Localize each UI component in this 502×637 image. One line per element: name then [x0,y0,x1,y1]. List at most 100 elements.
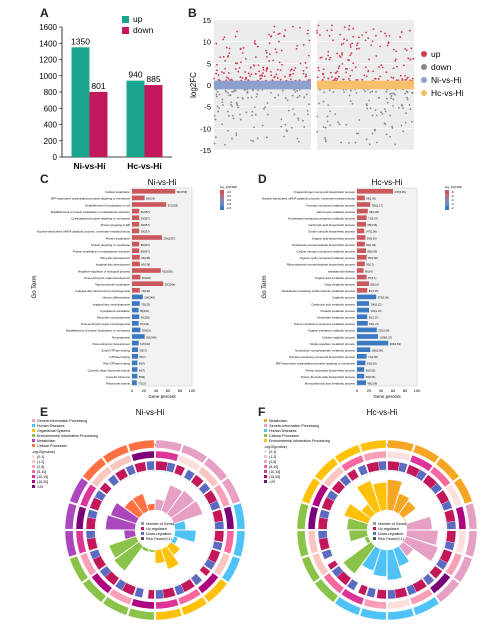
b-point [402,107,404,110]
b-point [296,96,299,99]
b-point [221,101,224,104]
go-term-label: Post-embryonic organ development [84,276,130,280]
b-point [402,130,405,133]
circ-p-label: (15,20] [37,480,48,484]
b-point [287,109,290,112]
b-point [277,94,280,96]
circ-down-segment [317,530,328,540]
circ-p-label: (0,1] [269,450,276,454]
circ-p-swatch [264,455,267,458]
circ-center-label: Rich Factor(0-1) [378,537,404,541]
b-point [323,91,326,94]
circ-center-swatch [373,537,376,540]
circ-center-label: Up-regulated [146,527,167,531]
b-point [384,123,387,126]
go-term-label: Carboxylic acid metabolic process [311,302,355,306]
circ-guide [327,470,447,590]
b-point [370,44,373,47]
b-point [242,47,245,49]
go-bar [132,208,140,214]
circ-up-segment [331,480,346,495]
go-term-label: Pyridine-containing compound biosyntheti… [289,355,355,359]
circ-rich-segment [372,482,388,512]
b-point [257,89,259,92]
chart-c-go-bar: Ni-vs-Hi Go Term Cellular localization 58(1… [32,178,237,399]
go-bar [132,281,164,286]
b-point [217,74,220,76]
go-bar [357,360,366,366]
b-point [358,119,361,121]
b-point [273,76,276,79]
go-bar [357,195,365,201]
go-legend-swatch [220,206,224,210]
b-point [345,71,348,74]
go-bar [132,294,143,300]
circ-outer-segment [412,596,440,616]
go-bar [132,261,140,267]
circ-center-label: Up-regulated [378,527,399,531]
b-point [400,103,403,106]
b-point [269,91,272,94]
go-value-label: 93(2050) [162,269,173,273]
b-point [269,70,272,73]
go-bar [357,340,389,346]
circ-p-swatch [32,455,35,458]
go-term-label: Oxoacid metabolic process [320,309,355,313]
b-point [265,55,268,58]
go-term-label: Wing disc morphogenesis [97,316,131,320]
go-value-label: 39(357) [141,217,150,221]
b-point [215,63,218,66]
b-point [229,94,232,96]
b-point [305,66,308,69]
b-point [239,48,242,50]
go-bar [357,208,368,214]
circ-cat-swatch [264,419,267,422]
b-point [327,50,330,53]
go-ylabel: Go Term [262,276,268,299]
b-point [393,92,395,95]
b-point [343,38,345,41]
b-point [316,130,319,133]
go-value-label: 226(1.58) [378,329,389,333]
circ-pvalue-segment [75,506,87,530]
go-legend-swatch [220,202,224,206]
circ-p-label: (10,15] [269,470,280,474]
circ-outer-segment [453,555,473,583]
b-point [268,33,271,36]
b-point [215,42,218,45]
go-value-label: 56(3.06) [367,236,377,240]
b-point [392,105,394,107]
go-legend-tick: -2.5 [226,202,232,206]
go-xtick-label: 60 [391,388,396,393]
b-point [328,34,331,37]
b-point [387,42,390,45]
go-term-label: Nucleobase-containing small molecule met… [282,289,356,293]
circ-rich-segment [105,514,137,531]
go-term-label: Neurogenesis [112,335,130,339]
b-point [265,136,268,139]
b-point [392,77,395,79]
go-value-label: 70(132) [141,302,150,306]
circ-down-segment [89,548,102,560]
go-term-label: Nuclear-transcribed mRNA catabolic proce… [262,197,356,201]
b-point [268,60,270,62]
b-point [270,74,273,77]
go-xtick-label: 80 [178,388,183,393]
circ-pvalue-segment [307,530,319,554]
b-point [330,24,333,27]
circ-rich-segment [148,548,156,553]
circ-p-swatch [32,460,35,463]
circ-outer-segment [435,578,460,603]
b-point [232,117,235,120]
b-point [218,107,221,109]
circ-center-swatch [373,532,376,535]
go-legend-swatch [445,202,449,206]
b-point [364,90,367,93]
circ-pvalue-segment [223,530,235,554]
circ-p-label: (10,15] [37,475,48,479]
b-point [338,55,341,57]
b-point [364,39,367,42]
b-point [259,75,261,77]
go-value-label: 90(14) [365,269,373,273]
b-point [234,62,237,65]
